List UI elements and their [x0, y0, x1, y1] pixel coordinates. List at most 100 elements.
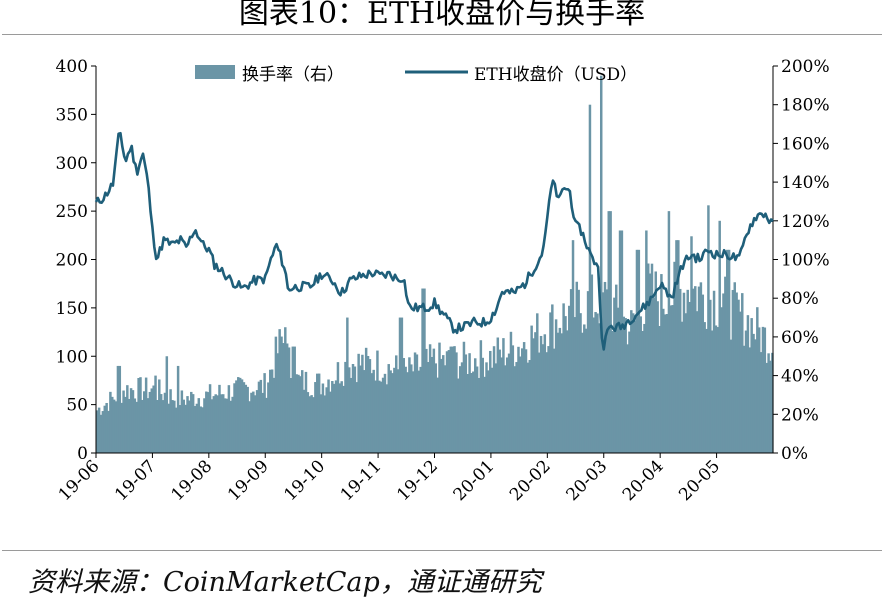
- turnover-bar: [720, 307, 723, 453]
- right-tick-label: 180%: [781, 96, 830, 116]
- turnover-bar: [323, 395, 327, 453]
- right-tick-label: 200%: [781, 57, 830, 77]
- turnover-bar: [667, 211, 671, 454]
- turnover-bar: [114, 401, 118, 453]
- turnover-bar: [233, 383, 236, 453]
- turnover-bar: [97, 407, 101, 453]
- turnover-bar: [126, 385, 129, 453]
- turnover-bar: [116, 365, 120, 453]
- turnover-bar: [618, 230, 622, 453]
- turnover-bar: [144, 377, 148, 453]
- turnover-bar: [517, 346, 520, 453]
- left-tick-label: 400: [56, 57, 88, 77]
- turnover-bar: [205, 391, 208, 453]
- turnover-bar: [347, 367, 351, 453]
- x-tick-label: 20-01: [450, 456, 499, 505]
- turnover-bar: [137, 378, 140, 453]
- turnover-bar: [349, 377, 353, 453]
- turnover-bar: [662, 308, 665, 453]
- turnover-bar: [174, 407, 178, 453]
- turnover-bar: [436, 377, 439, 453]
- turnover-bar: [496, 337, 500, 453]
- turnover-bar: [707, 205, 710, 453]
- turnover-bar: [430, 356, 434, 453]
- turnover-bar: [378, 380, 381, 453]
- turnover-bar: [364, 347, 368, 453]
- turnover-bar: [291, 346, 295, 453]
- turnover-bar: [748, 347, 752, 453]
- turnover-bar: [705, 328, 708, 453]
- turnover-bar: [287, 347, 291, 453]
- legend-label-turnover: 换手率（右）: [242, 65, 344, 85]
- turnover-bar: [240, 379, 244, 453]
- turnover-bar: [131, 390, 135, 453]
- turnover-bar: [425, 348, 428, 453]
- turnover-bar: [620, 230, 624, 453]
- turnover-bar: [530, 325, 533, 453]
- turnover-bar: [344, 361, 347, 453]
- left-tick-label: 150: [56, 299, 88, 319]
- turnover-bar: [635, 249, 639, 453]
- turnover-bar: [127, 398, 131, 453]
- turnover-bar: [411, 371, 415, 453]
- turnover-bar: [442, 355, 445, 453]
- top-rule: [2, 34, 882, 35]
- turnover-bar: [494, 363, 498, 453]
- turnover-bar: [306, 392, 310, 453]
- turnover-bar: [282, 343, 285, 453]
- turnover-bar: [656, 301, 659, 453]
- turnover-bar: [771, 352, 774, 453]
- turnover-bar: [383, 373, 387, 453]
- turnover-bar: [552, 348, 556, 453]
- turnover-bar: [259, 379, 263, 453]
- turnover-bar: [193, 406, 197, 453]
- turnover-bar: [370, 373, 374, 453]
- turnover-bar: [737, 299, 740, 453]
- turnover-bar: [515, 362, 518, 453]
- turnover-bar: [729, 339, 733, 453]
- right-tick-label: 40%: [781, 367, 819, 387]
- turnover-bar: [630, 310, 633, 453]
- turnover-bar: [357, 353, 360, 453]
- turnover-bar: [270, 369, 274, 453]
- turnover-bar: [710, 330, 714, 453]
- turnover-bar: [739, 311, 742, 453]
- turnover-bar: [703, 322, 706, 453]
- turnover-bar: [460, 362, 464, 453]
- x-tick-label: 20-03: [562, 456, 611, 505]
- turnover-bar: [475, 366, 479, 453]
- turnover-bar: [468, 353, 471, 453]
- turnover-bar: [571, 240, 575, 453]
- turnover-bar: [490, 367, 494, 453]
- turnover-bar: [150, 388, 154, 453]
- turnover-bar: [701, 294, 705, 453]
- turnover-bar: [231, 396, 234, 453]
- turnover-bar: [423, 288, 426, 453]
- turnover-bar: [684, 313, 688, 453]
- turnover-bar: [374, 380, 377, 453]
- turnover-bar: [143, 391, 146, 453]
- turnover-bar: [622, 316, 626, 453]
- turnover-bar: [752, 333, 755, 453]
- turnover-bar: [699, 282, 703, 453]
- turnover-bar: [351, 363, 355, 453]
- turnover-bar: [481, 357, 484, 453]
- turnover-bar: [99, 414, 103, 453]
- turnover-bar: [263, 373, 266, 453]
- turnover-bar: [400, 317, 404, 453]
- turnover-bar: [583, 324, 586, 453]
- turnover-bar: [361, 354, 364, 453]
- turnover-bar: [725, 249, 729, 453]
- turnover-bar: [652, 297, 656, 453]
- turnover-bar: [735, 292, 738, 453]
- turnover-bar: [483, 376, 486, 453]
- turnover-bar: [133, 398, 137, 453]
- turnover-bar: [581, 332, 584, 453]
- turnover-bar: [154, 375, 157, 453]
- turnover-bar: [173, 400, 176, 453]
- turnover-bar: [363, 370, 366, 453]
- turnover-bar: [372, 369, 375, 453]
- turnover-bar: [694, 286, 697, 453]
- legend: 换手率（右） ETH收盘价（USD）: [195, 65, 637, 85]
- x-tick-label: 19-09: [224, 456, 273, 505]
